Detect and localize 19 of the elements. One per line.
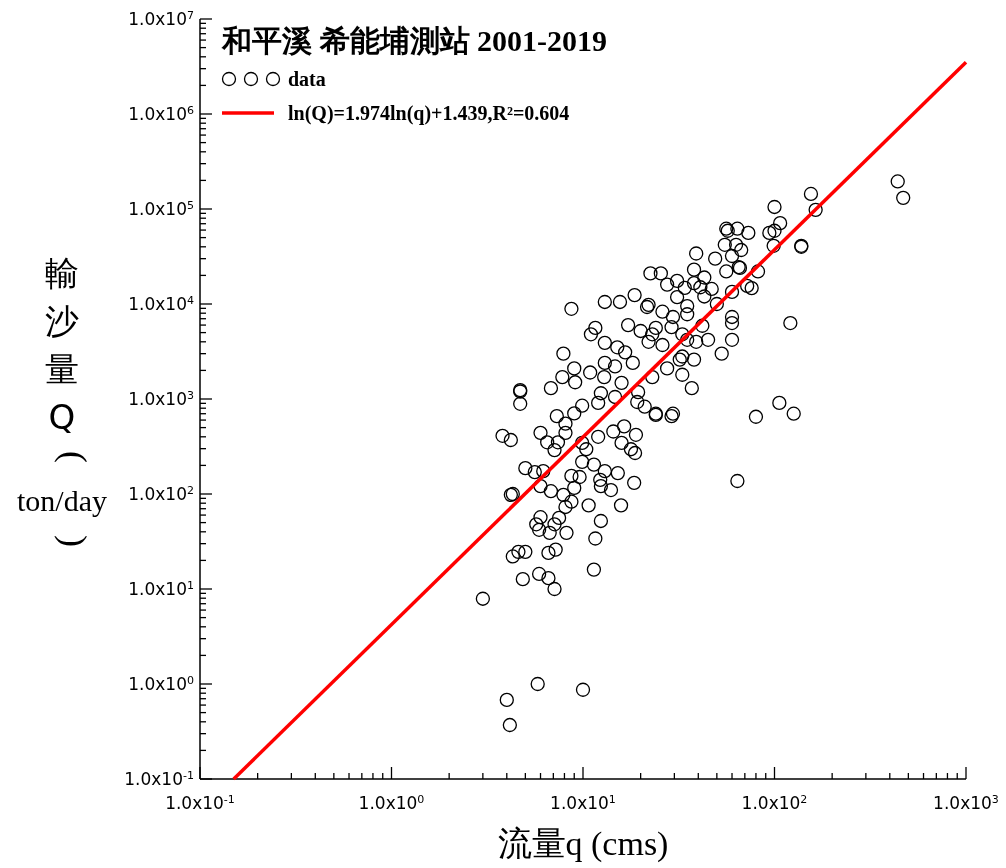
y-tick-label: 1.0x10$^{0}$ bbox=[128, 673, 194, 694]
x-tick-label: 1.0x10$^{0}$ bbox=[358, 792, 425, 813]
legend-label: ln(Q)=1.974ln(q)+1.439,R²=0.604 bbox=[288, 102, 570, 125]
y-tick-label: 1.0x10$^{6}$ bbox=[128, 103, 194, 124]
x-axis-title: 流量q (cms) bbox=[497, 825, 669, 863]
x-tick-label: 1.0x10$^{1}$ bbox=[550, 792, 616, 813]
x-tick-label: 1.0x10$^{-1}$ bbox=[165, 792, 235, 813]
y-tick-label: 1.0x10$^{4}$ bbox=[128, 293, 194, 314]
y-tick-label: 1.0x10$^{-1}$ bbox=[124, 768, 194, 789]
y-tick-label: 1.0x10$^{7}$ bbox=[128, 8, 194, 29]
x-tick-label: 1.0x10$^{3}$ bbox=[933, 792, 999, 813]
y-axis-title: 輸沙量Q (ton/day) bbox=[17, 253, 107, 547]
y-tick-label: 1.0x10$^{3}$ bbox=[128, 388, 194, 409]
chart-title: 和平溪 希能埔測站 2001-2019 bbox=[221, 24, 607, 57]
legend-label: data bbox=[288, 68, 326, 90]
y-tick-label: 1.0x10$^{2}$ bbox=[128, 483, 194, 504]
y-tick-label: 1.0x10$^{5}$ bbox=[128, 198, 194, 219]
y-tick-label: 1.0x10$^{1}$ bbox=[128, 578, 194, 599]
x-tick-label: 1.0x10$^{2}$ bbox=[741, 792, 808, 813]
